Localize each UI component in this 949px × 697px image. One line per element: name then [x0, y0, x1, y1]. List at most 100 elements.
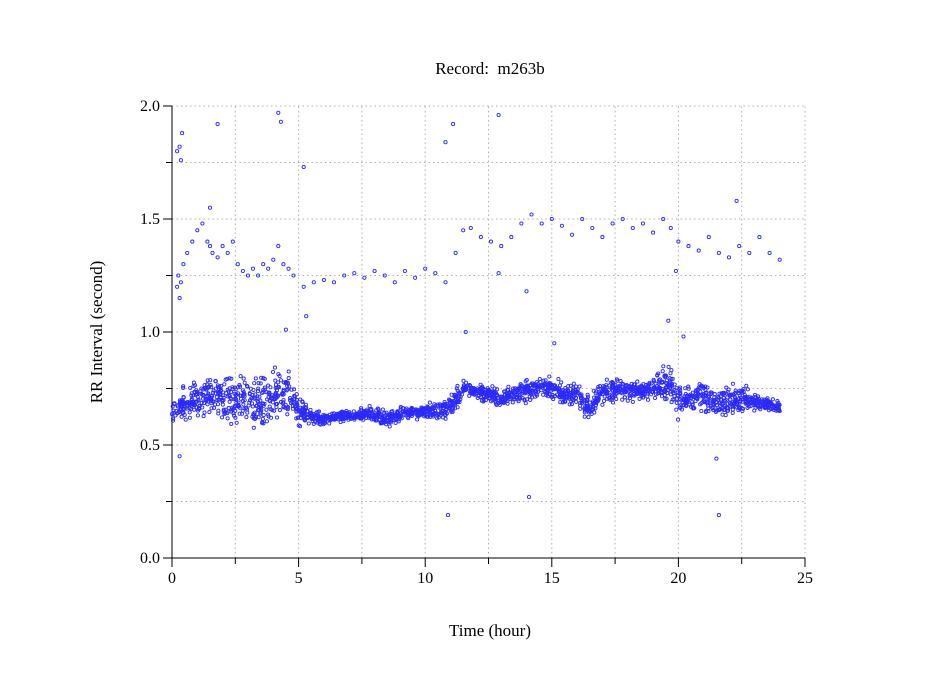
- band-point: [443, 409, 448, 415]
- band-point: [729, 392, 734, 397]
- band-point: [376, 407, 381, 412]
- band-point: [327, 421, 332, 426]
- band-point: [201, 392, 206, 398]
- band-point: [695, 393, 700, 398]
- band-point: [406, 414, 411, 419]
- band-point: [539, 382, 544, 387]
- band-point: [296, 415, 301, 420]
- band-point: [267, 392, 272, 397]
- upper-cluster-point: [331, 280, 337, 285]
- band-point: [745, 400, 750, 405]
- band-point: [368, 415, 373, 420]
- band-point: [398, 406, 403, 411]
- band-point: [700, 394, 706, 399]
- band-point: [658, 387, 663, 392]
- band-point: [684, 393, 689, 398]
- band-point: [209, 384, 214, 390]
- upper-cluster-point: [478, 235, 483, 240]
- band-point: [474, 388, 479, 393]
- band-point: [684, 401, 689, 406]
- band-point: [637, 396, 642, 401]
- band-point: [340, 414, 345, 419]
- band-point: [290, 406, 295, 411]
- band-point: [233, 415, 238, 420]
- band-point: [705, 403, 710, 408]
- band-point: [310, 416, 315, 421]
- band-point: [379, 419, 384, 424]
- band-point: [234, 420, 239, 425]
- outlier-point: [177, 454, 182, 459]
- upper-cluster-point: [696, 248, 701, 253]
- band-point: [376, 411, 381, 416]
- band-point: [768, 406, 773, 411]
- band-point: [669, 368, 674, 373]
- band-point: [181, 395, 186, 400]
- band-point: [630, 399, 635, 404]
- band-point: [209, 406, 214, 411]
- upper-cluster-point: [177, 296, 182, 301]
- band-point: [494, 392, 499, 397]
- band-point: [206, 392, 211, 397]
- band-point: [584, 403, 589, 408]
- band-point: [663, 373, 669, 378]
- band-point: [614, 377, 619, 382]
- upper-cluster-point: [529, 212, 534, 217]
- band-point: [733, 388, 738, 393]
- band-point: [602, 394, 607, 399]
- band-point: [388, 420, 393, 425]
- band-point: [261, 403, 266, 408]
- band-point: [487, 396, 492, 401]
- band-point: [237, 382, 242, 388]
- band-point: [681, 403, 686, 408]
- band-point: [234, 392, 239, 397]
- band-point: [566, 389, 571, 394]
- band-point: [639, 392, 644, 397]
- band-point: [766, 400, 771, 405]
- band-point: [690, 402, 695, 407]
- band-point: [588, 409, 593, 414]
- band-point: [220, 415, 225, 420]
- band-point: [705, 401, 710, 406]
- band-point: [284, 388, 289, 393]
- band-point: [170, 416, 176, 421]
- band-point: [242, 380, 247, 385]
- band-point: [173, 413, 178, 418]
- band-point: [730, 381, 735, 386]
- band-point: [256, 399, 261, 405]
- band-point: [241, 402, 246, 407]
- band-point: [559, 393, 564, 398]
- band-point: [274, 393, 279, 398]
- outlier-point: [445, 513, 451, 518]
- outlier-point: [215, 122, 220, 127]
- band-point: [592, 410, 597, 415]
- band-point: [565, 396, 570, 401]
- upper-cluster-point: [651, 230, 656, 235]
- band-point: [415, 417, 420, 422]
- band-point: [285, 412, 290, 417]
- band-point: [244, 415, 249, 420]
- x-tick-label: 0: [168, 570, 176, 587]
- band-point: [196, 398, 201, 403]
- band-point: [677, 396, 682, 401]
- band-point: [264, 407, 269, 412]
- band-point: [355, 411, 360, 416]
- upper-cluster-point: [210, 250, 215, 255]
- band-point: [670, 383, 675, 389]
- band-point: [600, 387, 605, 393]
- band-point: [221, 409, 226, 414]
- band-point: [273, 402, 279, 407]
- band-point: [191, 399, 196, 404]
- upper-cluster-point: [519, 221, 524, 226]
- band-point: [254, 403, 259, 408]
- band-point: [202, 410, 207, 415]
- band-point: [706, 395, 711, 400]
- band-point: [238, 396, 244, 401]
- band-point: [270, 400, 276, 405]
- band-point: [701, 385, 706, 391]
- band-point: [547, 374, 552, 379]
- y-tick-label: 2.0: [140, 98, 160, 115]
- upper-cluster-point: [311, 280, 316, 285]
- band-point: [613, 394, 618, 399]
- upper-cluster-point: [453, 250, 458, 255]
